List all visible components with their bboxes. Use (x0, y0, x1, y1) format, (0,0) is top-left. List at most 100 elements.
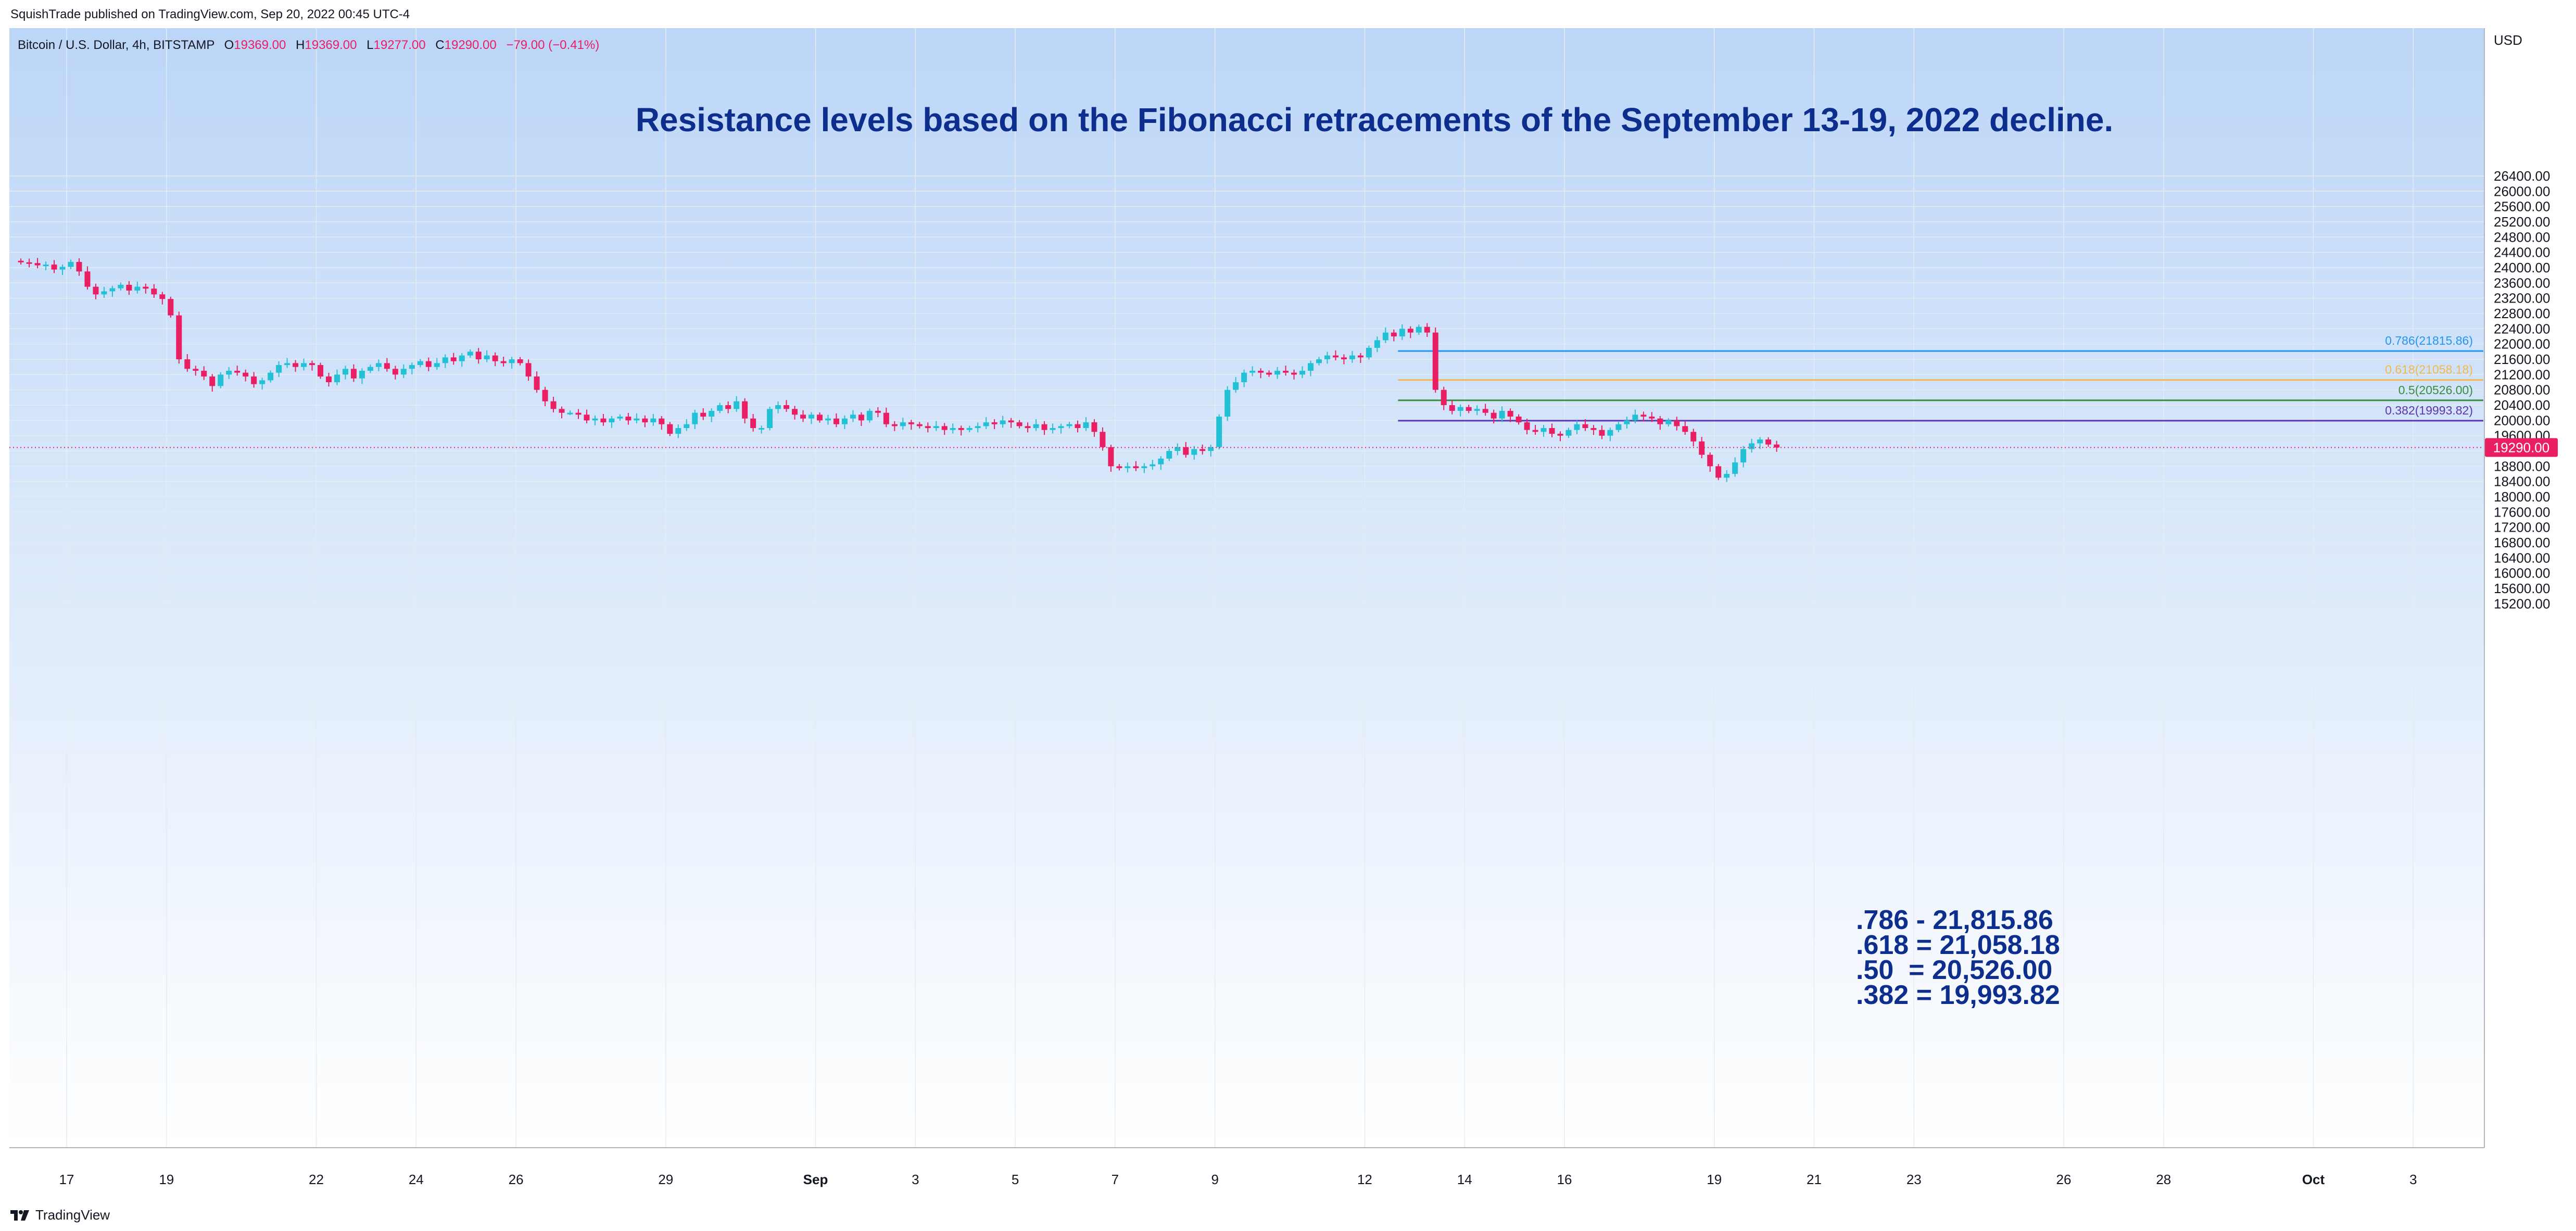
candle-body[interactable] (1674, 420, 1680, 426)
candle-body[interactable] (659, 418, 665, 424)
candle-body[interactable] (750, 418, 756, 429)
candle-body[interactable] (151, 288, 157, 295)
candle-body[interactable] (350, 369, 357, 379)
candle-body[interactable] (1091, 422, 1097, 432)
candle-body[interactable] (1141, 466, 1147, 469)
candle-body[interactable] (1407, 329, 1413, 333)
candle-body[interactable] (234, 371, 241, 373)
candle-body[interactable] (43, 265, 49, 267)
candle-body[interactable] (1491, 412, 1497, 419)
candle-body[interactable] (1749, 443, 1755, 449)
candle-body[interactable] (1183, 447, 1189, 455)
candle-body[interactable] (734, 401, 740, 409)
candle-body[interactable] (1466, 407, 1472, 411)
candle-body[interactable] (1000, 420, 1006, 424)
candle-body[interactable] (1258, 371, 1264, 373)
candle-body[interactable] (833, 418, 839, 424)
candle-body[interactable] (1349, 355, 1355, 360)
candle-body[interactable] (975, 426, 981, 429)
candle-body[interactable] (226, 371, 232, 375)
candle-body[interactable] (1574, 424, 1580, 430)
chart-title-annotation[interactable]: Resistance levels based on the Fibonacci… (636, 101, 2114, 139)
candle-body[interactable] (492, 355, 498, 361)
candle-body[interactable] (1041, 424, 1047, 430)
candle-body[interactable] (792, 409, 798, 415)
candle-body[interactable] (900, 422, 906, 426)
candle-body[interactable] (816, 414, 823, 421)
candle-body[interactable] (1274, 371, 1281, 375)
candle-body[interactable] (1374, 340, 1380, 348)
candle-body[interactable] (866, 411, 873, 421)
candle-body[interactable] (675, 428, 681, 434)
candle-body[interactable] (567, 412, 573, 414)
candle-body[interactable] (392, 369, 398, 375)
candle-body[interactable] (550, 401, 557, 409)
candle-body[interactable] (484, 355, 490, 360)
candle-body[interactable] (1724, 474, 1730, 478)
candle-body[interactable] (1249, 371, 1256, 373)
candle-body[interactable] (809, 414, 815, 419)
candle-body[interactable] (317, 365, 323, 377)
candle-body[interactable] (1125, 466, 1131, 469)
candle-body[interactable] (759, 428, 765, 430)
candle-body[interactable] (650, 418, 656, 423)
candle-body[interactable] (1332, 355, 1338, 358)
candle-body[interactable] (1025, 426, 1031, 429)
candle-body[interactable] (1582, 424, 1588, 429)
candle-body[interactable] (425, 361, 432, 367)
candle-body[interactable] (1224, 390, 1231, 417)
candle-body[interactable] (841, 418, 848, 424)
candle-body[interactable] (1740, 449, 1747, 463)
candle-body[interactable] (958, 428, 964, 430)
candle-body[interactable] (243, 372, 249, 377)
candle-body[interactable] (1774, 444, 1780, 448)
candle-body[interactable] (101, 291, 107, 295)
candle-body[interactable] (1416, 326, 1422, 333)
candle-body[interactable] (584, 414, 590, 421)
candle-body[interactable] (542, 390, 548, 401)
candle-body[interactable] (642, 418, 648, 423)
candle-body[interactable] (1607, 430, 1613, 436)
candle-body[interactable] (1199, 449, 1206, 451)
candle-body[interactable] (725, 405, 731, 409)
candle-body[interactable] (276, 365, 282, 373)
candle-body[interactable] (500, 361, 507, 363)
candle-body[interactable] (700, 412, 706, 417)
candle-body[interactable] (359, 371, 365, 379)
candle-body[interactable] (784, 405, 790, 409)
candles[interactable] (18, 258, 1780, 482)
candle-body[interactable] (1175, 447, 1181, 451)
candle-body[interactable] (367, 367, 373, 371)
candle-body[interactable] (875, 411, 881, 413)
candle-body[interactable] (159, 294, 166, 299)
candle-body[interactable] (1682, 426, 1688, 432)
candle-body[interactable] (692, 412, 698, 424)
candle-body[interactable] (268, 372, 274, 381)
candle-body[interactable] (467, 351, 473, 356)
candle-body[interactable] (1624, 420, 1630, 424)
candle-body[interactable] (1715, 466, 1722, 478)
candle-body[interactable] (218, 374, 224, 386)
candle-body[interactable] (475, 351, 482, 360)
candle-body[interactable] (767, 409, 773, 429)
candle-body[interactable] (118, 284, 124, 288)
candle-body[interactable] (1532, 430, 1538, 432)
candle-body[interactable] (1308, 363, 1314, 371)
candle-body[interactable] (1108, 447, 1114, 467)
candle-body[interactable] (1283, 371, 1289, 373)
candle-body[interactable] (1657, 418, 1663, 424)
candle-body[interactable] (209, 376, 216, 386)
candle-body[interactable] (459, 355, 465, 361)
candle-body[interactable] (259, 380, 266, 384)
candle-body[interactable] (1100, 432, 1106, 447)
candle-body[interactable] (1432, 332, 1438, 390)
candle-body[interactable] (625, 417, 632, 421)
candle-body[interactable] (109, 288, 116, 292)
candle-body[interactable] (933, 426, 939, 429)
candle-body[interactable] (1482, 409, 1488, 413)
candle-body[interactable] (1075, 424, 1081, 429)
candle-body[interactable] (617, 417, 623, 419)
candle-body[interactable] (1549, 428, 1555, 434)
candle-body[interactable] (1050, 428, 1056, 430)
